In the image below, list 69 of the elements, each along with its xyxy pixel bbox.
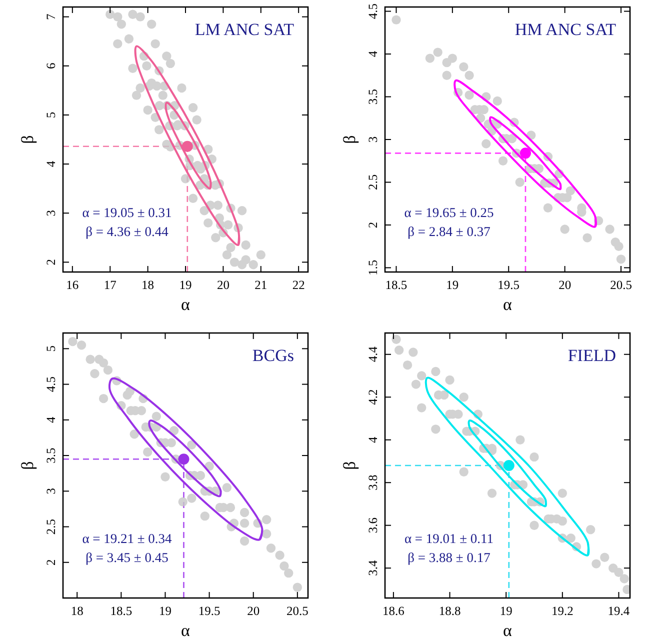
y-tick-label: 3.8 [366, 474, 380, 490]
x-axis-title: α [181, 295, 190, 314]
y-axis-title: β [18, 461, 37, 470]
y-axis-title: β [340, 135, 359, 144]
y-tick-label: 4 [44, 416, 58, 424]
y-tick-label: 3 [44, 210, 58, 216]
x-tick-label: 18 [70, 604, 84, 618]
text: HM ANC SAT [514, 20, 617, 39]
y-tick-label: 2 [366, 222, 380, 228]
y-tick-label: 3.6 [366, 518, 380, 534]
x-tick-label: 20.5 [286, 604, 308, 618]
x-tick-label: 19 [500, 604, 512, 618]
x-tick-label: 20.5 [610, 278, 632, 292]
x-tick-label: 19 [179, 278, 192, 292]
x-axis-title: α [181, 621, 190, 640]
x-tick-label: 17 [104, 278, 116, 292]
annotation: α = 19.65 ± 0.25 [404, 205, 494, 220]
x-tick-label: 19 [446, 278, 459, 292]
annotation: α = 19.21 ± 0.34 [82, 531, 172, 546]
y-tick-label: 5 [44, 112, 58, 118]
annotation: α = 19.01 ± 0.11 [404, 531, 494, 546]
y-tick-label: 4 [366, 50, 380, 58]
y-tick-label: 4.2 [366, 389, 380, 405]
annotation: β = 3.45 ± 0.45 [86, 550, 169, 565]
y-axis-title: β [18, 135, 37, 144]
y-tick-label: 3.4 [366, 560, 380, 576]
y-tick-label: 4 [366, 436, 380, 443]
text: LM ANC SAT [194, 20, 295, 39]
y-tick-label: 4.5 [44, 376, 58, 392]
x-tick-label: 19.2 [551, 604, 574, 618]
x-axis-title: α [503, 621, 512, 640]
x-tick-label: 20 [216, 278, 230, 292]
annotation: β = 4.36 ± 0.44 [86, 224, 169, 239]
y-tick-label: 3 [366, 136, 380, 143]
x-tick-label: 19 [158, 604, 172, 618]
x-tick-label: 18.6 [382, 604, 404, 618]
x-axis-title: α [503, 295, 512, 314]
y-tick-label: 4.5 [366, 3, 380, 20]
y-tick-label: 1.5 [366, 260, 380, 276]
y-tick-label: 3.5 [44, 448, 58, 464]
x-tick-label: 18.5 [110, 604, 132, 618]
y-tick-label: 5 [44, 346, 58, 352]
y-tick-label: 2 [44, 259, 58, 266]
y-tick-label: 4 [44, 160, 58, 168]
x-tick-label: 20 [558, 278, 572, 292]
x-tick-label: 20 [247, 604, 260, 618]
y-tick-label: 2 [44, 559, 58, 566]
annotation: β = 3.88 ± 0.17 [408, 550, 491, 565]
x-tick-label: 21 [254, 278, 268, 292]
x-tick-label: 16 [66, 278, 79, 292]
y-tick-label: 6 [44, 62, 58, 70]
y-tick-label: 3 [44, 488, 58, 494]
y-axis-title: β [340, 461, 359, 470]
x-tick-label: 19.4 [608, 604, 630, 618]
annotation: β = 2.84 ± 0.37 [408, 224, 491, 239]
x-tick-label: 18.8 [438, 604, 461, 618]
x-tick-label: 19.5 [498, 278, 520, 292]
text: BCGs [252, 346, 294, 365]
y-tick-label: 7 [44, 14, 58, 20]
y-tick-label: 4.4 [366, 346, 380, 362]
x-tick-label: 18.5 [385, 278, 408, 292]
x-tick-label: 22 [292, 278, 305, 292]
x-tick-label: 18 [142, 278, 154, 292]
y-tick-label: 3.5 [366, 88, 380, 105]
y-tick-label: 2.5 [44, 518, 58, 535]
text: FIELD [568, 346, 616, 365]
y-tick-label: 2.5 [366, 174, 380, 190]
x-tick-label: 19.5 [198, 604, 220, 618]
annotation: α = 19.05 ± 0.31 [82, 205, 172, 220]
